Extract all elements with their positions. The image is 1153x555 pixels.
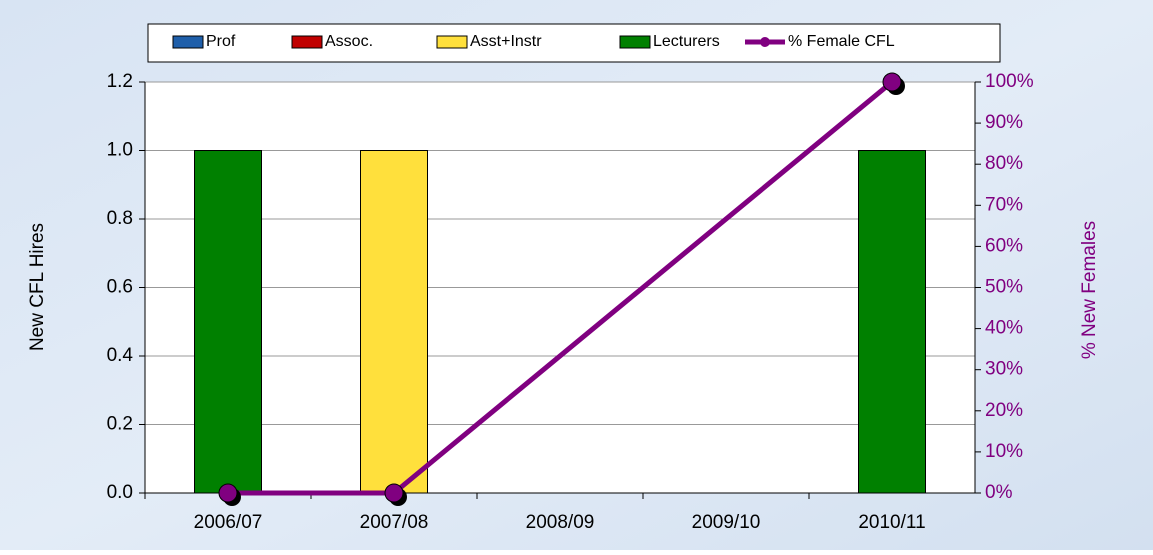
- legend-box: [147, 23, 1001, 63]
- y-tick-label: 0.4: [107, 345, 134, 366]
- y2-tick-label: 60%: [985, 235, 1023, 256]
- y2-tick-label: 100%: [985, 71, 1034, 92]
- marker: [218, 483, 238, 503]
- legend-label: % Female CFL: [788, 33, 895, 50]
- y2-axis-label: % New Females: [1079, 221, 1100, 359]
- legend-label: Asst+Instr: [470, 33, 542, 50]
- y2-tick-label: 70%: [985, 194, 1023, 215]
- legend-label: Prof: [206, 33, 236, 50]
- y-tick-label: 0.2: [107, 414, 133, 435]
- y2-tick-label: 50%: [985, 277, 1023, 298]
- bar: [858, 150, 926, 494]
- legend-label: Assoc.: [325, 33, 373, 50]
- y2-tick-label: 0%: [985, 482, 1013, 503]
- legend-swatch: [619, 35, 651, 49]
- y2-tick-label: 80%: [985, 153, 1023, 174]
- legend-label: Lecturers: [653, 33, 720, 50]
- x-tick-label: 2009/10: [692, 512, 761, 533]
- gap-connector: [392, 80, 894, 495]
- y-axis-label: New CFL Hires: [27, 223, 48, 351]
- legend-swatch: [291, 35, 323, 49]
- bar: [360, 150, 428, 494]
- y-tick-label: 1.0: [107, 140, 133, 161]
- x-tick-label: 2006/07: [194, 512, 263, 533]
- x-tick-label: 2008/09: [526, 512, 595, 533]
- y-tick-label: 0.8: [107, 208, 133, 229]
- bar: [194, 150, 262, 494]
- y2-tick-label: 30%: [985, 359, 1023, 380]
- y2-tick-label: 40%: [985, 318, 1023, 339]
- y-tick-label: 0.0: [107, 482, 133, 503]
- x-tick-label: 2010/11: [858, 512, 925, 533]
- y-tick-label: 0.6: [107, 277, 133, 298]
- marker: [384, 483, 404, 503]
- x-tick-label: 2007/08: [360, 512, 429, 533]
- y-tick-label: 1.2: [107, 71, 133, 92]
- marker: [882, 72, 902, 92]
- y2-tick-label: 10%: [985, 441, 1023, 462]
- legend-swatch-marker: [760, 37, 770, 47]
- y2-tick-label: 20%: [985, 400, 1023, 421]
- legend-swatch: [436, 35, 468, 49]
- legend-swatch: [172, 35, 204, 49]
- y2-tick-label: 90%: [985, 112, 1023, 133]
